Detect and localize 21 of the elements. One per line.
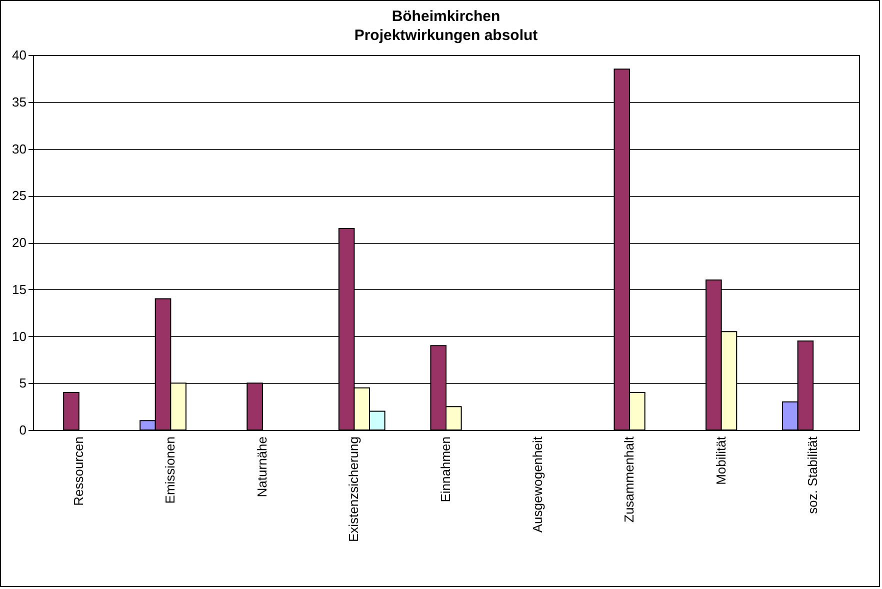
y-tick-label: 35 [12,94,26,110]
y-tick-label: 10 [12,328,26,344]
x-tick-label: Emissionen [162,436,178,504]
x-tick-label: Mobilität [713,436,728,485]
y-tick-label: 15 [12,282,26,297]
chart-title: Böheimkirchen [392,8,500,25]
x-tick-label: Ausgewogenheit [530,436,545,533]
chart-subtitle: Projektwirkungen absolut [354,27,538,44]
y-tick-label: 25 [12,188,26,204]
y-tick-label: 20 [12,235,26,250]
bar [63,392,80,430]
x-tick-label: soz. Stabilität [805,436,820,514]
y-tick-label: 5 [19,376,26,391]
y-tick-label: 0 [19,422,26,438]
x-tick-label: Existenzsicherung [346,436,362,542]
x-tick-label: Naturnähe [254,436,270,498]
x-tick-label: Ressourcen [70,436,86,506]
x-tick-label: Einnahmen [438,436,453,502]
y-tick-label: 30 [12,141,26,156]
y-tick-label: 40 [12,48,26,62]
x-tick-label: Zusammenhalt [622,436,637,522]
